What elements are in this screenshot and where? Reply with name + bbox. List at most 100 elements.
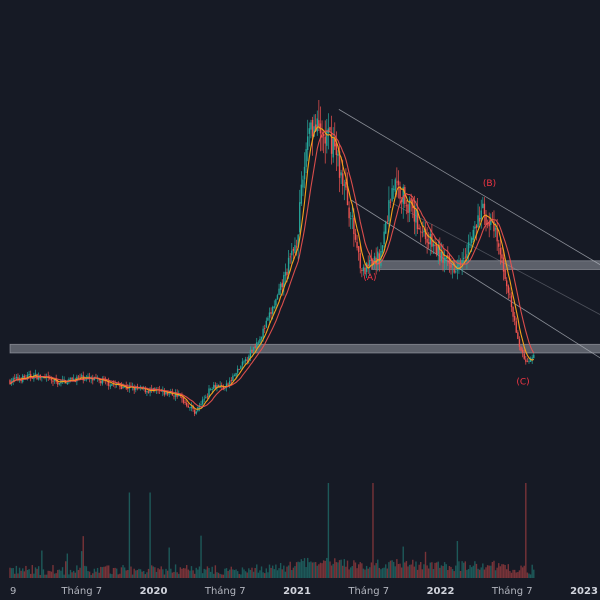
volume-bar bbox=[439, 567, 441, 578]
candle-body bbox=[243, 361, 245, 363]
volume-bar bbox=[370, 562, 373, 578]
candle-body bbox=[295, 246, 298, 248]
volume-bar bbox=[39, 574, 41, 578]
candle-body bbox=[412, 199, 414, 209]
volume-bar bbox=[504, 564, 506, 578]
volume-bar bbox=[399, 563, 401, 578]
candle-body bbox=[349, 218, 352, 220]
volume-bar bbox=[453, 571, 455, 578]
volume-bar bbox=[47, 570, 49, 578]
volume-bar bbox=[327, 483, 330, 578]
candle-body bbox=[251, 349, 253, 352]
volume-bar bbox=[243, 569, 245, 578]
volume-bar bbox=[262, 572, 264, 578]
volume-bar bbox=[249, 569, 252, 578]
volume-bar bbox=[246, 572, 248, 578]
volume-bar bbox=[440, 565, 443, 578]
volume-bar bbox=[58, 569, 61, 578]
candle-body bbox=[182, 397, 185, 403]
volume-bar bbox=[506, 569, 508, 578]
volume-bar bbox=[152, 566, 154, 578]
volume-bar bbox=[463, 562, 465, 578]
volume-bar bbox=[79, 567, 81, 578]
candle-body bbox=[364, 267, 366, 274]
candle-body bbox=[100, 381, 102, 384]
candle-body bbox=[213, 384, 215, 389]
candle-body bbox=[192, 405, 194, 409]
volume-bar bbox=[256, 564, 258, 578]
candle-body bbox=[478, 217, 481, 222]
wave-labels: (A) (B) (C) bbox=[363, 179, 529, 387]
candle-body bbox=[289, 256, 291, 258]
x-tick-label-0: 9 bbox=[10, 586, 16, 597]
volume-bar bbox=[112, 567, 115, 578]
candle-body bbox=[335, 143, 338, 156]
volume-bar bbox=[420, 561, 422, 578]
volume-bar bbox=[123, 567, 126, 578]
volume-bar bbox=[431, 562, 433, 578]
candle-body bbox=[378, 253, 381, 265]
volume-bar bbox=[391, 560, 393, 578]
volume-bar bbox=[135, 570, 137, 578]
volume-bar bbox=[321, 563, 323, 578]
volume-bar bbox=[412, 559, 414, 578]
volume-bar bbox=[205, 569, 207, 578]
volume-bar bbox=[216, 572, 218, 578]
volume-bar bbox=[485, 567, 487, 578]
volume-bar bbox=[238, 573, 240, 578]
volume-bar bbox=[230, 566, 232, 578]
candle-body bbox=[348, 207, 350, 219]
candle-body bbox=[475, 225, 478, 228]
volume-bar bbox=[125, 570, 127, 578]
candle-body bbox=[472, 229, 474, 240]
volume-bar bbox=[254, 567, 256, 578]
volume-bar bbox=[52, 565, 54, 578]
volume-bar bbox=[423, 564, 425, 578]
candle-body bbox=[326, 130, 328, 146]
volume-bar bbox=[498, 563, 500, 578]
volume-bar bbox=[364, 569, 366, 578]
candle-body bbox=[474, 226, 476, 229]
volume-bar bbox=[284, 571, 287, 578]
volume-bar bbox=[244, 571, 247, 578]
volume-bar bbox=[26, 569, 29, 578]
volume-bar bbox=[378, 567, 381, 578]
volume-bar bbox=[330, 565, 333, 578]
candle-body bbox=[428, 242, 430, 244]
volume-bar bbox=[513, 569, 516, 578]
candle-body bbox=[260, 336, 263, 340]
candle-body bbox=[147, 391, 150, 393]
volume-bar bbox=[101, 567, 104, 578]
volume-bar bbox=[343, 559, 346, 578]
volume-bar bbox=[138, 568, 140, 578]
volume-bar bbox=[525, 483, 527, 578]
zone-0 bbox=[371, 260, 600, 270]
volume-bar bbox=[42, 569, 45, 578]
volume-bar bbox=[361, 563, 363, 578]
volume-bar bbox=[326, 557, 328, 578]
candle-body bbox=[133, 387, 135, 391]
volume-bar bbox=[178, 573, 180, 578]
candle-body bbox=[389, 201, 392, 203]
volume-bar bbox=[88, 571, 91, 578]
candle-body bbox=[127, 387, 129, 389]
candle-body bbox=[332, 138, 334, 158]
volume-bar bbox=[176, 572, 178, 578]
volume-bar bbox=[193, 573, 196, 578]
volume-bar bbox=[189, 570, 191, 578]
wave-label-0: (A) bbox=[363, 273, 376, 283]
volume-bar bbox=[345, 566, 347, 578]
candle-body bbox=[264, 328, 266, 329]
volume-bar bbox=[286, 566, 288, 578]
x-tick-label-2: 2020 bbox=[140, 586, 168, 597]
volume-bar bbox=[459, 570, 462, 578]
candle-body bbox=[498, 243, 500, 247]
volume-bar bbox=[383, 567, 385, 578]
volume-bar bbox=[139, 569, 142, 578]
volume-bar bbox=[36, 568, 38, 578]
volume-bar bbox=[211, 566, 213, 578]
candle-body bbox=[222, 385, 225, 390]
candle-body bbox=[294, 245, 296, 253]
volume-bar bbox=[507, 564, 510, 578]
